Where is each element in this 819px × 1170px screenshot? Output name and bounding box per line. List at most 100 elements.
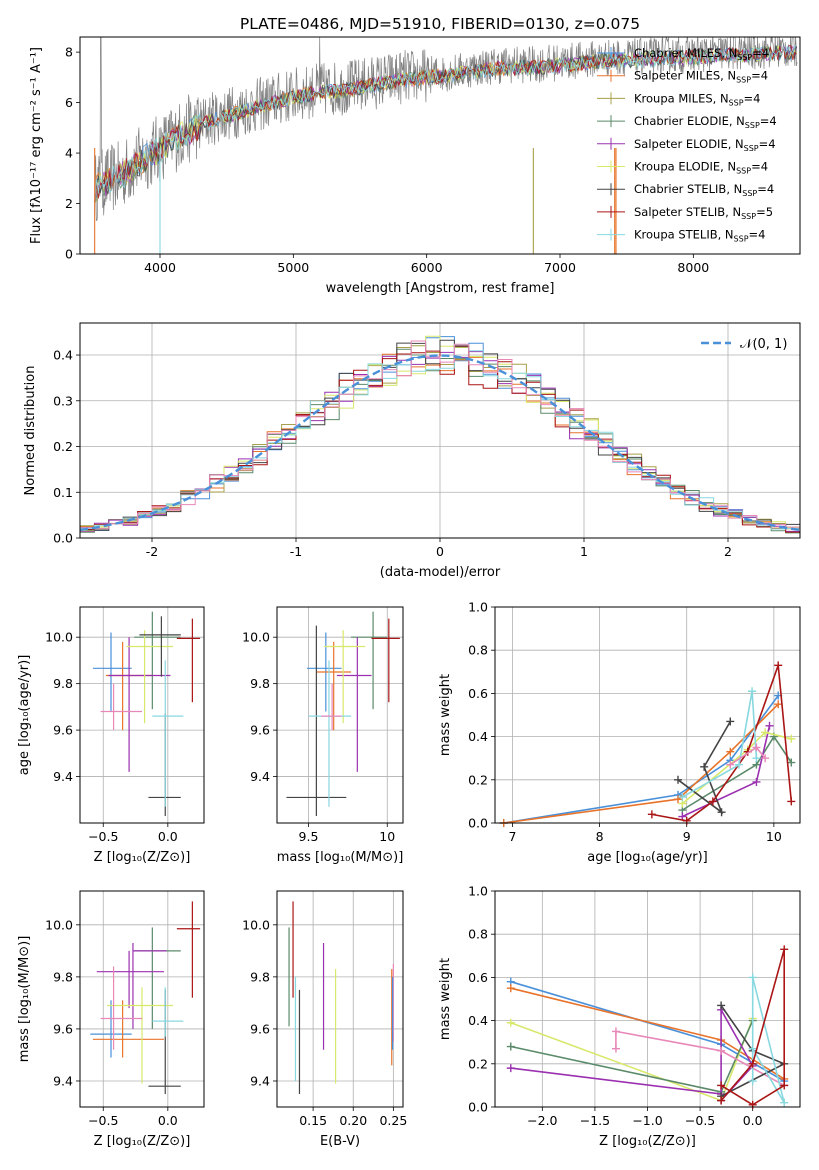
- data-point: [774, 700, 783, 709]
- y-tick-label: 4: [65, 146, 73, 161]
- axes-frame: [276, 890, 404, 1108]
- y-tick-label: 0.0: [53, 531, 73, 546]
- data-point: [674, 795, 682, 804]
- data-point: [678, 793, 687, 802]
- data-point: [678, 812, 687, 821]
- x-tick-label: 7: [508, 829, 516, 844]
- data-point: [748, 1077, 757, 1086]
- data-point: [717, 1096, 726, 1105]
- x-tick-label: 0.0: [158, 1113, 178, 1128]
- histogram-pinkish: [80, 340, 800, 533]
- y-tick-label: 9.6: [53, 723, 73, 738]
- x-tick-label: 10: [379, 829, 395, 844]
- panel-7: 0.15 0.20 0.25 9.4 9.6 9.8 10.0 E(B-V): [242, 890, 407, 1149]
- y-axis-label: mass weight: [438, 958, 453, 1040]
- y-tick-label: 0.6: [468, 970, 488, 985]
- data-point: [761, 728, 770, 737]
- y-tick-label: 9.6: [53, 1021, 73, 1036]
- data-point: [787, 734, 796, 743]
- x-tick-label: -1: [290, 544, 302, 559]
- y-tick-label: 0.2: [53, 439, 73, 454]
- y-tick-label: 0.4: [53, 348, 73, 363]
- series-chabrier-elodie: [510, 1020, 754, 1093]
- y-tick-label: 9.4: [250, 769, 270, 784]
- data-point: [752, 754, 761, 763]
- x-tick-label: 1: [580, 544, 588, 559]
- x-tick-label: 5000: [277, 260, 309, 275]
- data-point: [717, 1001, 726, 1010]
- x-tick-label: −1.0: [632, 1113, 662, 1128]
- legend-label: 𝒩(0, 1): [740, 337, 787, 352]
- data-point: [748, 1100, 757, 1109]
- axes-frame: [494, 890, 801, 1108]
- y-tick-label: 0: [65, 247, 73, 262]
- series-kroupa-elodie: [510, 1018, 754, 1102]
- data-point: [748, 1044, 757, 1053]
- panel-2: -2 -1 0 1 2 0.0 0.1 0.2 0.3 0.4 (data-model)/error…: [23, 322, 801, 580]
- axes-frame: [79, 606, 205, 824]
- y-tick-label: 0.2: [468, 772, 488, 787]
- y-tick-label: 0.2: [468, 1056, 488, 1071]
- y-tick-label: 0.4: [468, 729, 488, 744]
- x-axis-label: wavelength [Angstrom, rest frame]: [326, 281, 555, 296]
- y-tick-label: 9.8: [250, 969, 270, 984]
- data-point: [700, 762, 709, 771]
- y-tick-label: 8: [65, 45, 73, 60]
- x-axis-label: mass [log₁₀(M/M⊙)]: [277, 850, 404, 865]
- y-tick-label: 9.6: [250, 723, 270, 738]
- x-axis-label: Z [log₁₀(Z/Z⊙)]: [599, 1134, 696, 1149]
- axes-frame: [494, 606, 801, 824]
- y-tick-label: 0.3: [53, 393, 73, 408]
- y-tick-label: 10.0: [242, 630, 270, 645]
- series-chabrier-elodie: [681, 735, 792, 811]
- normal-curve: [80, 354, 800, 532]
- x-axis-label: age [log₁₀(age/yr)]: [587, 850, 708, 865]
- x-tick-label: 10: [766, 829, 782, 844]
- data-point: [506, 1018, 515, 1027]
- legend-label: Kroupa MILES, NSSP=4: [634, 91, 760, 107]
- y-tick-label: 9.8: [53, 676, 73, 691]
- x-tick-label: 7000: [544, 260, 576, 275]
- data-point: [752, 777, 761, 786]
- y-tick-label: 1.0: [468, 884, 488, 899]
- panels: 4000 5000 6000 7000 8000 0 2 4 6 8 wavelength [Ang…: [17, 36, 801, 1149]
- series-salpeter-stelib: [651, 665, 793, 822]
- legend-label: Chabrier STELIB, NSSP=4: [634, 182, 774, 198]
- x-axis-label: Z [log₁₀(Z/Z⊙)]: [94, 850, 191, 865]
- data-point: [717, 1046, 726, 1055]
- y-tick-label: 9.6: [250, 1021, 270, 1036]
- y-tick-label: 2: [65, 196, 73, 211]
- data-point: [748, 687, 757, 696]
- x-axis-label: Z [log₁₀(Z/Z⊙)]: [94, 1134, 191, 1149]
- y-tick-label: 0.0: [468, 1100, 488, 1115]
- x-tick-label: −0.5: [88, 1113, 118, 1128]
- y-tick-label: 9.4: [53, 769, 73, 784]
- x-tick-label: 0.0: [743, 1113, 763, 1128]
- y-tick-label: 0.8: [468, 643, 488, 658]
- x-tick-label: 4000: [144, 260, 176, 275]
- axes-frame: [79, 322, 801, 539]
- panel-6: −0.5 0.0 9.4 9.6 9.8 10.0 Z [log₁₀(Z/Z⊙)] mass …: [17, 890, 205, 1149]
- data-point: [748, 1059, 757, 1068]
- y-tick-label: 0.6: [468, 686, 488, 701]
- data-point: [682, 816, 691, 825]
- y-tick-label: 9.8: [53, 969, 73, 984]
- y-tick-label: 9.4: [250, 1073, 270, 1088]
- panel-3: −0.5 0.0 9.4 9.6 9.8 10.0 Z [log₁₀(Z/Z⊙)] age […: [17, 606, 205, 865]
- x-axis-label: E(B-V): [320, 1134, 360, 1149]
- y-tick-label: 1.0: [468, 600, 488, 615]
- x-tick-label: 6000: [411, 260, 443, 275]
- legend-label: Kroupa ELODIE, NSSP=4: [634, 160, 768, 176]
- x-axis-label: (data-model)/error: [380, 565, 501, 580]
- data-point: [611, 1044, 620, 1053]
- series-chabrier-stelib: [677, 721, 731, 815]
- y-tick-label: 0.1: [53, 485, 73, 500]
- panel-8: −2.0 −1.5 −1.0 −0.5 0.0 0.0 0.2 0.4 0.6 0.8 1.0 Z […: [438, 884, 801, 1149]
- y-tick-label: 10.0: [45, 917, 73, 932]
- data-point: [780, 1081, 789, 1090]
- legend-label: Kroupa STELIB, NSSP=4: [634, 228, 765, 244]
- data-point: [761, 754, 770, 763]
- x-tick-label: −0.5: [685, 1113, 715, 1128]
- series-kroupa-elodie: [681, 731, 792, 805]
